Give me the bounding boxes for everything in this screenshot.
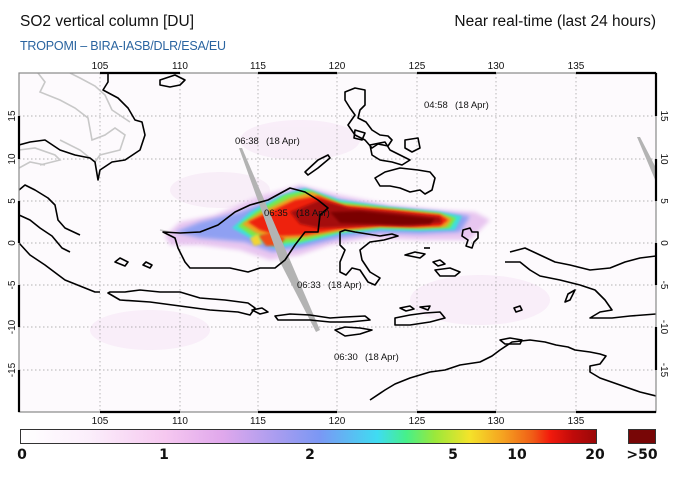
lat-tick: -15 xyxy=(658,363,669,378)
lon-tick: 105 xyxy=(92,416,109,427)
colorbar-label: 10 xyxy=(507,447,527,463)
svg-text:(18 Apr): (18 Apr) xyxy=(266,136,300,147)
lat-tick: 5 xyxy=(7,198,18,204)
overpass-label: 06:38 (18 Apr) xyxy=(235,136,300,147)
svg-text:06:33: 06:33 xyxy=(297,280,321,291)
colorbar-label: 20 xyxy=(585,447,605,463)
svg-text:06:30: 06:30 xyxy=(334,352,358,363)
colorbar xyxy=(20,429,597,444)
lon-tick: 110 xyxy=(172,61,188,72)
lat-tick: 10 xyxy=(7,153,18,165)
lat-tick: -10 xyxy=(658,320,669,335)
lat-tick: -15 xyxy=(7,362,18,377)
colorbar-label: 1 xyxy=(159,447,169,463)
map-title: SO2 vertical column [DU] xyxy=(20,13,194,30)
swath-gap xyxy=(239,137,656,332)
lon-tick: 115 xyxy=(250,416,266,427)
colorbar-label: 2 xyxy=(305,447,315,463)
lon-tick: 115 xyxy=(250,61,266,72)
coastlines xyxy=(19,73,656,401)
lon-tick: 130 xyxy=(488,416,505,427)
lon-tick: 110 xyxy=(172,416,188,427)
data-source-credit: TROPOMI – BIRA-IASB/DLR/ESA/EU xyxy=(20,39,226,53)
colorbar-label: 5 xyxy=(448,447,458,463)
lon-tick: 125 xyxy=(409,61,426,72)
svg-text:04:58: 04:58 xyxy=(424,100,448,111)
svg-text:06:35: 06:35 xyxy=(264,208,288,219)
lon-tick: 120 xyxy=(329,416,346,427)
lon-tick: 120 xyxy=(329,61,346,72)
colorbar-label: 0 xyxy=(17,447,27,463)
lat-tick: 15 xyxy=(7,110,18,122)
frame-ticks xyxy=(17,71,658,414)
lon-labels-top: 105 110 115 120 125 130 135 xyxy=(92,61,585,72)
svg-text:(18 Apr): (18 Apr) xyxy=(296,208,330,219)
lon-tick: 130 xyxy=(488,61,505,72)
svg-text:(18 Apr): (18 Apr) xyxy=(328,280,362,291)
lon-tick: 135 xyxy=(568,61,585,72)
overpass-label: 06:35 (18 Apr) xyxy=(264,208,330,219)
lat-tick: 0 xyxy=(658,240,669,246)
lat-labels-right: 15 10 5 0 -5 -10 -15 xyxy=(658,110,669,377)
time-range-label: Near real-time (last 24 hours) xyxy=(454,13,656,30)
svg-text:(18 Apr): (18 Apr) xyxy=(365,352,399,363)
lat-tick: 0 xyxy=(7,240,18,246)
overpass-label: 04:58 (18 Apr) xyxy=(424,100,489,111)
lat-labels-left: 15 10 5 0 -5 -10 -15 xyxy=(7,110,18,377)
background-noise xyxy=(90,120,550,350)
colorbar-overflow-label: >50 xyxy=(626,447,658,463)
svg-text:06:38: 06:38 xyxy=(235,136,259,147)
lon-tick: 125 xyxy=(409,416,426,427)
overpass-label: 06:30 (18 Apr) xyxy=(334,352,399,363)
lon-tick: 135 xyxy=(568,416,585,427)
so2-plume xyxy=(165,185,490,260)
lat-tick: 5 xyxy=(658,198,669,204)
lat-tick: -10 xyxy=(7,319,18,334)
overpass-labels: 04:58 (18 Apr) 06:38 (18 Apr) 06:35 (18 … xyxy=(235,100,489,363)
lat-tick: 15 xyxy=(658,110,669,122)
colorbar-overflow-swatch xyxy=(628,429,656,444)
lon-labels-bottom: 105 110 115 120 125 130 135 xyxy=(92,416,585,427)
lat-tick: -5 xyxy=(7,280,18,289)
overpass-label: 06:33 (18 Apr) xyxy=(297,280,362,291)
svg-text:(18 Apr): (18 Apr) xyxy=(455,100,489,111)
lat-tick: -5 xyxy=(658,281,669,290)
lon-tick: 105 xyxy=(92,61,109,72)
lat-tick: 10 xyxy=(658,153,669,165)
